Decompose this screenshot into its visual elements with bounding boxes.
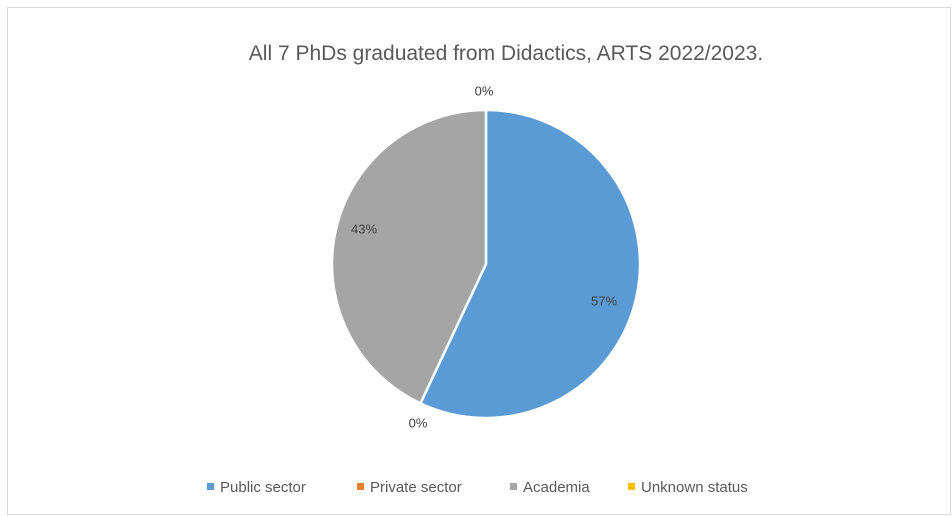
data-label-unknown-status: 0%: [475, 83, 494, 98]
pie-slices: [330, 108, 642, 420]
legend-swatch-public-sector: [207, 483, 214, 490]
legend-swatch-unknown-status: [628, 483, 635, 490]
legend-swatch-academia: [510, 483, 517, 490]
chart-title: All 7 PhDs graduated from Didactics, ART…: [249, 42, 763, 65]
data-label-public-sector: 57%: [591, 293, 617, 308]
legend-label-private-sector: Private sector: [370, 479, 462, 496]
data-label-academia: 43%: [351, 221, 377, 236]
legend-item-private-sector: Private sector: [357, 479, 462, 496]
pie-slice-academia: [330, 108, 488, 405]
legend-swatch-private-sector: [357, 483, 364, 490]
pie-slice-public-sector: [419, 108, 642, 420]
legend-item-public-sector: Public sector: [207, 479, 306, 496]
legend-label-academia: Academia: [523, 479, 590, 496]
legend-label-public-sector: Public sector: [220, 479, 306, 496]
legend: Public sector Private sector Academia Unkno…: [207, 479, 748, 496]
legend-item-unknown-status: Unknown status: [628, 479, 748, 496]
legend-item-academia: Academia: [510, 479, 590, 496]
data-labels: 57% 0% 43% 0%: [351, 83, 617, 430]
legend-label-unknown-status: Unknown status: [641, 479, 748, 496]
data-label-private-sector: 0%: [409, 415, 428, 430]
